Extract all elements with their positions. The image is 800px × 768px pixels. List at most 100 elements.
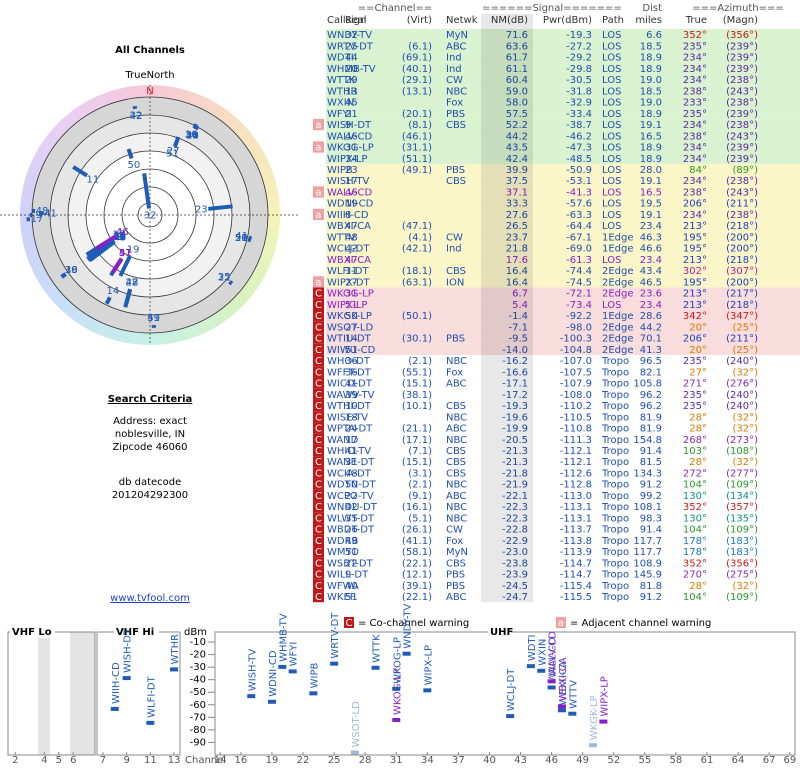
x-tick-label: 9 bbox=[123, 755, 129, 766]
table-cell: -1.4 bbox=[508, 311, 528, 322]
table-cell: 28.6 bbox=[640, 311, 662, 322]
table-cell: WIPX-LP bbox=[327, 154, 367, 165]
table-cell: 1Edge bbox=[602, 232, 634, 243]
table-cell: 91.4 bbox=[640, 525, 662, 536]
warning-icon bbox=[313, 501, 324, 513]
table-cell: -115.4 bbox=[560, 581, 592, 592]
panel-title: VHF Hi bbox=[116, 627, 154, 638]
table-cell: (12.1) bbox=[402, 570, 432, 581]
table-cell: 52.2 bbox=[506, 120, 528, 131]
table-cell: LOS bbox=[602, 86, 621, 97]
table-cell: 44 bbox=[345, 53, 358, 64]
table-cell: 2Edge bbox=[602, 345, 634, 356]
table-cell: -21.3 bbox=[502, 446, 528, 457]
signal-mark bbox=[170, 667, 179, 672]
panel-title-bg bbox=[10, 626, 55, 638]
table-cell: WHO-DT bbox=[327, 356, 371, 367]
table-cell: 8 bbox=[345, 210, 351, 221]
row-background bbox=[326, 343, 800, 355]
warning-glyph: C bbox=[315, 289, 322, 300]
signal-mark bbox=[146, 720, 155, 725]
table-cell: 27° bbox=[689, 367, 707, 378]
warning-glyph: C bbox=[315, 592, 322, 603]
table-cell: (239°) bbox=[726, 143, 758, 154]
station-label: 26 bbox=[235, 233, 248, 244]
warning-icon bbox=[313, 433, 324, 445]
x-tick-label: 4 bbox=[41, 755, 47, 766]
table-cell: 235° bbox=[683, 109, 707, 120]
signal-mark bbox=[402, 651, 411, 656]
table-cell: (41.1) bbox=[402, 536, 432, 547]
table-cell: 27 bbox=[345, 277, 358, 288]
table-cell: WIPX-LP bbox=[327, 300, 367, 311]
row-background bbox=[326, 444, 800, 457]
x-tick-label: 69 bbox=[783, 755, 796, 766]
table-cell: (22.1) bbox=[402, 558, 432, 569]
table-cell: (356°) bbox=[726, 558, 758, 569]
table-cell: WNDU-DT bbox=[327, 502, 378, 513]
table-cell: Tropo bbox=[601, 491, 629, 502]
warning-glyph: C bbox=[315, 468, 322, 479]
warning-glyph: C bbox=[315, 547, 322, 558]
signal-label: WHMB-TV bbox=[278, 613, 289, 662]
table-cell: (32°) bbox=[732, 457, 758, 468]
table-cell: WNDY-TV bbox=[327, 30, 372, 41]
table-cell: (239°) bbox=[726, 53, 758, 64]
table-cell: (38.1) bbox=[402, 390, 432, 401]
table-cell: LOS bbox=[602, 98, 621, 109]
table-cell: LOS bbox=[602, 300, 621, 311]
table-cell: -112.8 bbox=[560, 480, 592, 491]
db-code: 201204292300 bbox=[112, 490, 188, 501]
table-cell: 17 bbox=[345, 435, 358, 446]
column-group: Dist bbox=[642, 3, 662, 14]
table-cell: (8.1) bbox=[408, 120, 432, 131]
table-cell: Ind bbox=[446, 244, 462, 255]
table-cell: (109°) bbox=[726, 525, 758, 536]
station-bar bbox=[118, 255, 132, 277]
table-cell: LOS bbox=[602, 41, 621, 52]
table-cell: WAWV-TV bbox=[327, 390, 375, 401]
table-cell: 47 bbox=[345, 255, 358, 266]
table-cell: 42 bbox=[345, 244, 358, 255]
table-cell: 23.4 bbox=[640, 255, 662, 266]
warning-icon bbox=[313, 467, 324, 479]
row-background bbox=[326, 265, 800, 277]
signal-mark bbox=[371, 665, 380, 670]
table-cell: (25°) bbox=[732, 345, 758, 356]
signal-label: WISH-TV bbox=[247, 649, 258, 692]
table-cell: 104° bbox=[683, 480, 707, 491]
row-background bbox=[326, 523, 800, 535]
table-cell: Ind bbox=[446, 64, 462, 75]
table-cell: (58.1) bbox=[402, 547, 432, 558]
table-cell: Tropo bbox=[601, 513, 629, 524]
table-cell: NBC bbox=[446, 502, 467, 513]
site-link[interactable]: www.tvfool.com bbox=[110, 593, 190, 604]
table-cell: -110.8 bbox=[560, 424, 592, 435]
table-cell: CW bbox=[446, 525, 463, 536]
row-background bbox=[326, 62, 800, 74]
table-cell: Tropo bbox=[601, 457, 629, 468]
table-cell: 195° bbox=[683, 277, 707, 288]
table-cell: 10 bbox=[345, 401, 358, 412]
table-cell: 59.0 bbox=[506, 86, 528, 97]
table-cell: 234° bbox=[683, 143, 707, 154]
y-tick-label: -60 bbox=[190, 700, 206, 711]
table-cell: (273°) bbox=[726, 435, 758, 446]
table-cell: WHMB-TV bbox=[327, 64, 376, 75]
warning-icon bbox=[313, 208, 324, 221]
station-label: 29 bbox=[113, 232, 126, 243]
table-cell: 82.1 bbox=[640, 367, 662, 378]
station-bar bbox=[61, 272, 67, 278]
table-cell: (238°) bbox=[726, 210, 758, 221]
row-background bbox=[326, 411, 800, 423]
table-cell: WBXI-CA bbox=[327, 221, 371, 232]
table-cell: (3.1) bbox=[408, 468, 432, 479]
table-cell: 28° bbox=[689, 424, 707, 435]
table-cell: LOS bbox=[602, 30, 621, 41]
station-label: 41 bbox=[44, 208, 57, 219]
table-cell: 104° bbox=[683, 592, 707, 603]
table-cell: (42.1) bbox=[402, 244, 432, 255]
column-header: Netwk bbox=[446, 15, 478, 26]
shade bbox=[70, 632, 95, 755]
station-bar bbox=[172, 140, 179, 148]
